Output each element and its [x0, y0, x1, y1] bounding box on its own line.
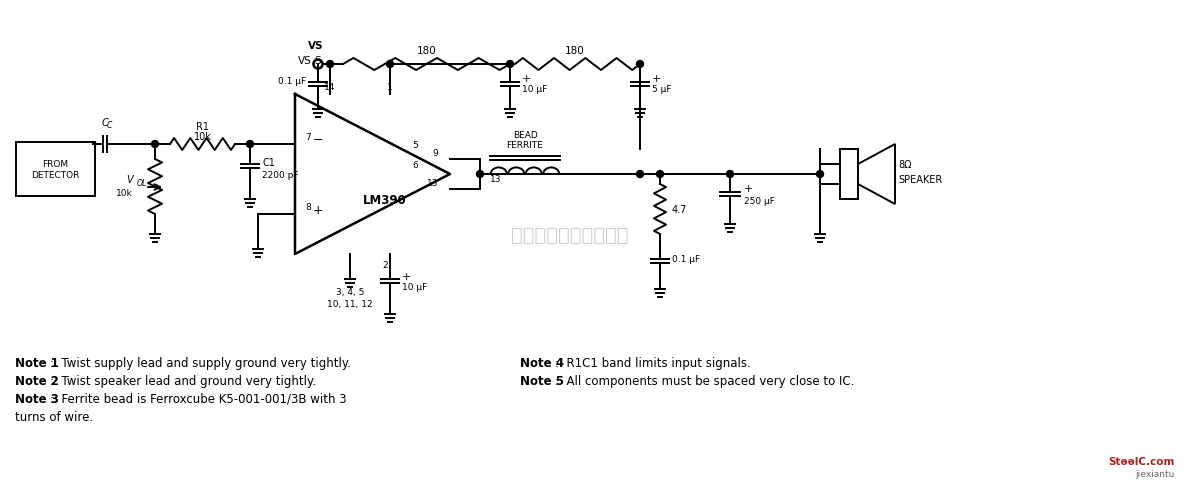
Text: jiexiantu: jiexiantu	[1135, 469, 1175, 478]
Text: :  Twist speaker lead and ground very tightly.: : Twist speaker lead and ground very tig…	[50, 374, 316, 387]
Text: 杭州将睽科技有限公司: 杭州将睽科技有限公司	[511, 225, 629, 244]
Text: :  All components must be spaced very close to IC.: : All components must be spaced very clo…	[554, 374, 854, 387]
Circle shape	[636, 61, 643, 68]
Text: 10k: 10k	[116, 188, 133, 197]
Text: +: +	[522, 74, 532, 84]
Text: +: +	[313, 203, 324, 216]
Text: Note 3: Note 3	[16, 392, 59, 405]
Text: FERRITE: FERRITE	[506, 140, 544, 149]
Text: 2: 2	[382, 260, 388, 269]
Text: 14: 14	[324, 82, 336, 91]
Text: VS: VS	[299, 56, 312, 66]
Text: 8Ω: 8Ω	[898, 160, 912, 170]
Text: 8: 8	[305, 202, 311, 211]
FancyBboxPatch shape	[16, 143, 95, 197]
Circle shape	[506, 61, 514, 68]
Text: 13: 13	[426, 178, 438, 187]
Text: LM390: LM390	[364, 193, 407, 206]
Text: BEAD: BEAD	[512, 130, 538, 139]
Text: 6: 6	[412, 160, 418, 169]
Circle shape	[726, 171, 733, 178]
Text: 5 μF: 5 μF	[652, 84, 672, 93]
Text: 0.1 μF: 0.1 μF	[672, 254, 700, 263]
Circle shape	[636, 171, 643, 178]
Circle shape	[151, 141, 158, 148]
Text: :  Twist supply lead and supply ground very tightly.: : Twist supply lead and supply ground ve…	[50, 356, 350, 369]
Circle shape	[386, 61, 394, 68]
Text: Note 5: Note 5	[520, 374, 564, 387]
Text: C1: C1	[262, 158, 275, 167]
Text: turns of wire.: turns of wire.	[16, 410, 94, 423]
Text: C: C	[102, 118, 108, 128]
Text: 180: 180	[416, 46, 437, 56]
Text: 10, 11, 12: 10, 11, 12	[328, 300, 373, 309]
Text: :  Ferrite bead is Ferroxcube K5-001-001/3B with 3: : Ferrite bead is Ferroxcube K5-001-001/…	[50, 392, 347, 405]
Text: Note 4: Note 4	[520, 356, 564, 369]
Circle shape	[326, 61, 334, 68]
Text: 10 μF: 10 μF	[522, 84, 547, 93]
Text: 3, 4, 5: 3, 4, 5	[336, 288, 364, 297]
Text: 2200 pF: 2200 pF	[262, 170, 299, 179]
Text: R1: R1	[196, 122, 209, 132]
Text: C: C	[107, 121, 112, 130]
Text: Note 1: Note 1	[16, 356, 59, 369]
Text: +: +	[652, 74, 661, 84]
Text: 7: 7	[305, 132, 311, 141]
Text: +: +	[402, 272, 412, 281]
Text: 250 μF: 250 μF	[744, 196, 775, 205]
Circle shape	[476, 171, 484, 178]
Text: 9: 9	[432, 148, 438, 157]
Circle shape	[816, 171, 823, 178]
Circle shape	[656, 171, 664, 178]
Text: Note 2: Note 2	[16, 374, 59, 387]
Circle shape	[246, 141, 253, 148]
Text: FROM
DETECTOR: FROM DETECTOR	[31, 160, 79, 180]
Text: 0.1 μF: 0.1 μF	[278, 76, 306, 85]
Text: 4.7: 4.7	[672, 205, 688, 214]
Text: 5: 5	[412, 140, 418, 149]
Text: :  R1C1 band limits input signals.: : R1C1 band limits input signals.	[554, 356, 750, 369]
Text: VS: VS	[308, 41, 324, 51]
Text: 180: 180	[565, 46, 584, 56]
Text: StəəlC.com: StəəlC.com	[1109, 456, 1175, 466]
Text: SPEAKER: SPEAKER	[898, 175, 942, 184]
Text: +: +	[744, 183, 754, 194]
Text: V: V	[126, 175, 133, 184]
Text: S: S	[314, 56, 320, 66]
Text: −: −	[313, 133, 324, 146]
Text: 13: 13	[490, 175, 502, 184]
Text: 10k: 10k	[193, 132, 211, 142]
Text: OL: OL	[137, 178, 148, 187]
Polygon shape	[858, 145, 895, 205]
Bar	[840, 150, 858, 199]
Text: 1: 1	[388, 82, 392, 91]
Text: 10 μF: 10 μF	[402, 282, 427, 291]
